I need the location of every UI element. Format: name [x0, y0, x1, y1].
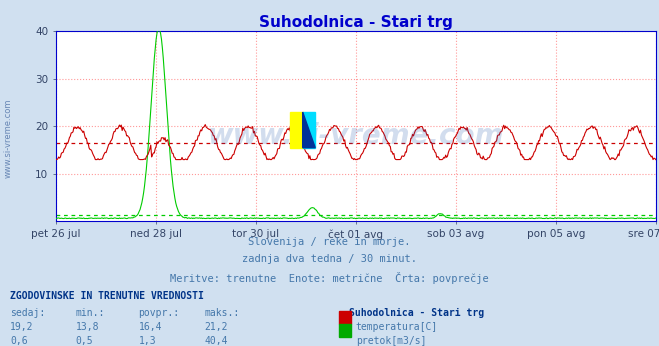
Text: 19,2: 19,2: [10, 322, 34, 333]
Text: 16,4: 16,4: [138, 322, 162, 333]
Text: 1,3: 1,3: [138, 336, 156, 346]
Text: min.:: min.:: [76, 308, 105, 318]
Text: maks.:: maks.:: [204, 308, 239, 318]
Text: sedaj:: sedaj:: [10, 308, 45, 318]
Text: www.si-vreme.com: www.si-vreme.com: [4, 99, 13, 178]
Text: Suhodolnica - Stari trg: Suhodolnica - Stari trg: [349, 308, 484, 318]
Text: Slovenija / reke in morje.: Slovenija / reke in morje.: [248, 237, 411, 247]
Text: temperatura[C]: temperatura[C]: [356, 322, 438, 333]
Text: ZGODOVINSKE IN TRENUTNE VREDNOSTI: ZGODOVINSKE IN TRENUTNE VREDNOSTI: [10, 291, 204, 301]
Bar: [302, 112, 315, 148]
Text: povpr.:: povpr.:: [138, 308, 179, 318]
Text: 0,6: 0,6: [10, 336, 28, 346]
Text: Meritve: trenutne  Enote: metrične  Črta: povprečje: Meritve: trenutne Enote: metrične Črta: …: [170, 272, 489, 284]
Bar: [290, 112, 302, 148]
Text: 0,5: 0,5: [76, 336, 94, 346]
Text: 13,8: 13,8: [76, 322, 100, 333]
Text: www.si-vreme.com: www.si-vreme.com: [208, 122, 504, 150]
Text: 21,2: 21,2: [204, 322, 228, 333]
Text: 40,4: 40,4: [204, 336, 228, 346]
Polygon shape: [302, 112, 315, 148]
Text: zadnja dva tedna / 30 minut.: zadnja dva tedna / 30 minut.: [242, 254, 417, 264]
Title: Suhodolnica - Stari trg: Suhodolnica - Stari trg: [259, 15, 453, 30]
Text: pretok[m3/s]: pretok[m3/s]: [356, 336, 426, 346]
